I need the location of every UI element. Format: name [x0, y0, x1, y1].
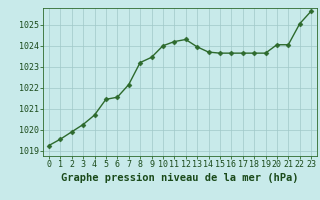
X-axis label: Graphe pression niveau de la mer (hPa): Graphe pression niveau de la mer (hPa) [61, 173, 299, 183]
